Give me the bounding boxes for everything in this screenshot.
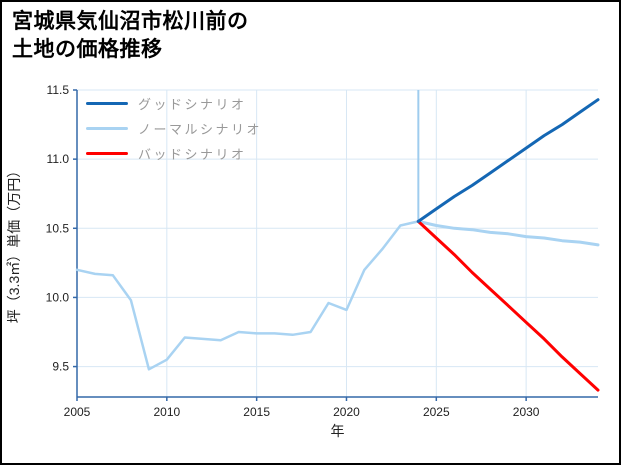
legend-label: ノーマルシナリオ [138, 122, 263, 137]
chart-title-line2: 土地の価格推移 [12, 38, 163, 62]
y-axis-label: 坪（3.3㎡）単価（万円） [6, 164, 22, 323]
y-tick-label: 11.0 [47, 152, 70, 166]
good-scenario-line [416, 98, 600, 223]
normal-scenario-line [416, 219, 600, 247]
legend-label: バッドシナリオ [138, 147, 247, 162]
legend-label: グッドシナリオ [138, 97, 247, 112]
legend-item-bad-scenario: バッドシナリオ [86, 144, 262, 163]
x-tick-label: 2030 [513, 405, 540, 419]
legend-item-good-scenario: グッドシナリオ [86, 94, 262, 113]
normal-scenario-swatch [86, 127, 128, 130]
chart-legend: グッドシナリオノーマルシナリオ バッドシナリオ [86, 94, 262, 163]
good-scenario-swatch [86, 102, 128, 105]
x-tick-label: 2015 [243, 405, 270, 419]
x-tick-label: 2020 [333, 405, 360, 419]
bad-scenario-line [416, 219, 600, 392]
chart-title: 宮城県気仙沼市松川前の 土地の価格推移 [12, 8, 249, 65]
x-tick-label: 2010 [153, 405, 180, 419]
y-tick-label: 10.5 [46, 221, 70, 235]
y-tick-label: 10.0 [46, 290, 70, 304]
x-axis-label: 年 [331, 423, 345, 439]
price-history-line [75, 220, 420, 371]
chart-title-line1: 宮城県気仙沼市松川前の [12, 10, 249, 33]
legend-item-normal-scenario: ノーマルシナリオ [86, 119, 262, 138]
y-tick-label: 9.5 [52, 360, 69, 374]
y-tick-label: 11.5 [47, 83, 70, 97]
x-tick-label: 2005 [64, 405, 91, 419]
x-tick-label: 2025 [423, 405, 450, 419]
bad-scenario-swatch [86, 152, 128, 155]
